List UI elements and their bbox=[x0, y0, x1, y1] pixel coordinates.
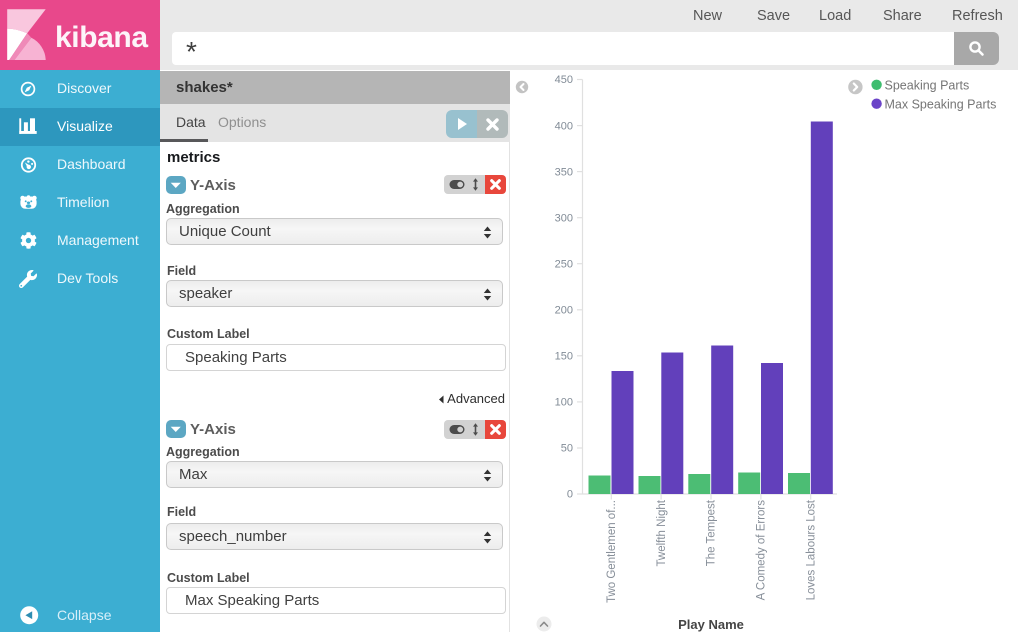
svg-text:200: 200 bbox=[555, 305, 573, 317]
svg-text:350: 350 bbox=[555, 166, 573, 178]
svg-text:400: 400 bbox=[555, 120, 573, 132]
svg-text:The Tempest: The Tempest bbox=[706, 499, 718, 566]
svg-text:450: 450 bbox=[555, 74, 573, 86]
svg-text:kibana: kibana bbox=[55, 21, 148, 54]
svg-text:100: 100 bbox=[555, 397, 573, 409]
svg-text:50: 50 bbox=[561, 443, 573, 455]
svg-text:Two Gentlemen of...: Two Gentlemen of... bbox=[606, 500, 618, 603]
svg-text:0: 0 bbox=[567, 489, 573, 501]
svg-text:Play Name: Play Name bbox=[678, 617, 744, 632]
svg-text:Loves Labours Lost: Loves Labours Lost bbox=[805, 499, 817, 600]
svg-text:Twelfth Night: Twelfth Night bbox=[656, 499, 668, 566]
svg-text:300: 300 bbox=[555, 212, 573, 224]
svg-text:150: 150 bbox=[555, 351, 573, 363]
svg-text:Max Speaking Parts: Max Speaking Parts bbox=[885, 97, 997, 111]
svg-text:250: 250 bbox=[555, 258, 573, 270]
svg-text:A Comedy of Errors: A Comedy of Errors bbox=[756, 500, 768, 601]
svg-text:Speaking Parts: Speaking Parts bbox=[885, 79, 970, 93]
